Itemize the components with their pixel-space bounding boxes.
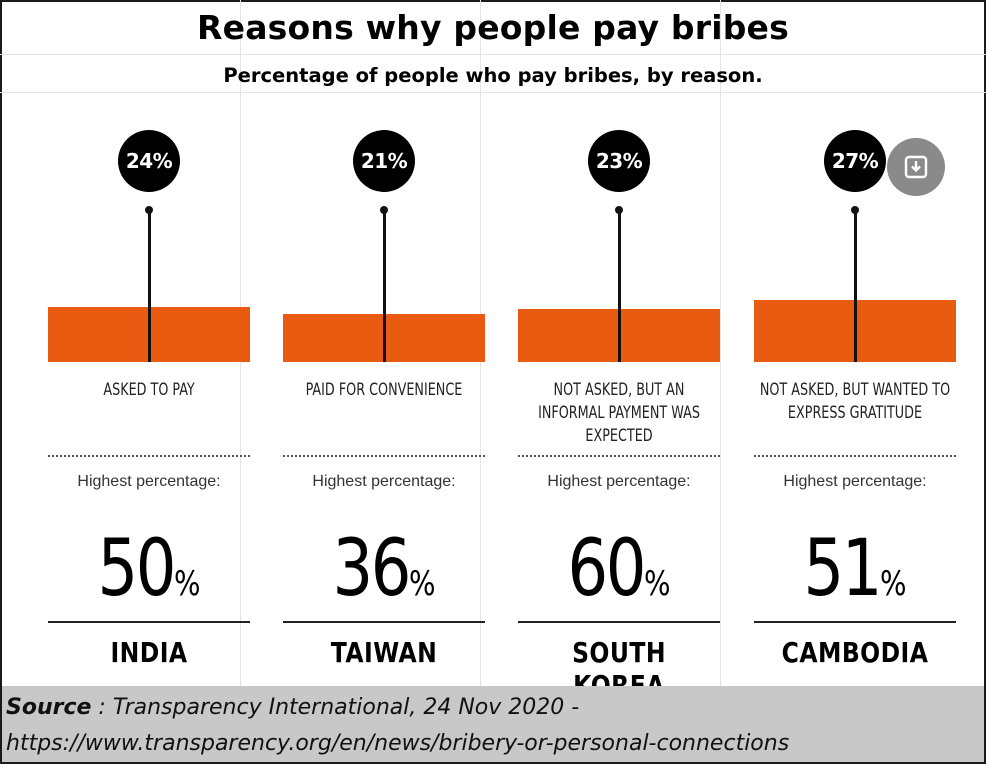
country-name: CAMBODIA: [781, 636, 929, 669]
source-text: Source : Transparency International, 24 …: [6, 690, 966, 762]
reason-label: PAID FOR CONVENIENCE: [305, 380, 463, 399]
dotted-divider: [754, 455, 956, 457]
chart-title: Reasons why people pay bribes: [197, 8, 789, 47]
value-stick: [147, 211, 151, 362]
stick-dot: [380, 206, 388, 214]
highest-percentage-value: 51%: [772, 530, 938, 608]
source-label: Source: [6, 695, 92, 720]
percent-sign: %: [879, 564, 907, 604]
source-citation: : Transparency International, 24 Nov 202…: [91, 695, 580, 720]
country-name: INDIA: [110, 636, 188, 669]
stick-dot: [615, 206, 623, 214]
highest-percentage-value: 60%: [536, 530, 702, 608]
highest-value-number: 60: [567, 524, 647, 614]
dotted-divider: [48, 455, 250, 457]
dotted-divider: [518, 455, 720, 457]
reason-label: NOT ASKED, BUT AN INFORMAL PAYMENT WAS E…: [538, 380, 700, 445]
reason-label: ASKED TO PAY: [103, 380, 195, 399]
highest-percentage-label: Highest percentage:: [783, 473, 927, 490]
value-stick: [617, 211, 621, 362]
value-stick: [382, 211, 386, 362]
highest-value-number: 36: [332, 524, 412, 614]
stick-dot: [145, 206, 153, 214]
highest-percentage-value: 36%: [301, 530, 467, 608]
value-badge: 23%: [588, 130, 650, 192]
highest-percentage-label: Highest percentage:: [77, 473, 221, 490]
percent-sign: %: [408, 564, 436, 604]
percent-sign: %: [173, 564, 201, 604]
percent-sign: %: [643, 564, 671, 604]
chart-subtitle: Percentage of people who pay bribes, by …: [223, 64, 763, 87]
source-url[interactable]: https://www.transparency.org/en/news/bri…: [6, 731, 790, 756]
highest-percentage-label: Highest percentage:: [312, 473, 456, 490]
highest-value-number: 51: [803, 524, 883, 614]
solid-divider: [754, 621, 956, 623]
highest-value-number: 50: [97, 524, 177, 614]
highest-percentage-label: Highest percentage:: [547, 473, 691, 490]
value-badge: 21%: [353, 130, 415, 192]
stick-dot: [851, 206, 859, 214]
value-stick: [853, 211, 857, 362]
highest-percentage-value: 50%: [66, 530, 232, 608]
solid-divider: [283, 621, 485, 623]
value-badge: 24%: [118, 130, 180, 192]
country-name: TAIWAN: [330, 636, 438, 669]
reason-label: NOT ASKED, BUT WANTED TO EXPRESS GRATITU…: [759, 380, 951, 422]
source-bar: [2, 686, 984, 762]
solid-divider: [518, 621, 720, 623]
download-icon: [904, 155, 928, 179]
solid-divider: [48, 621, 250, 623]
value-badge: 27%: [824, 130, 886, 192]
download-button[interactable]: [887, 138, 945, 196]
dotted-divider: [283, 455, 485, 457]
